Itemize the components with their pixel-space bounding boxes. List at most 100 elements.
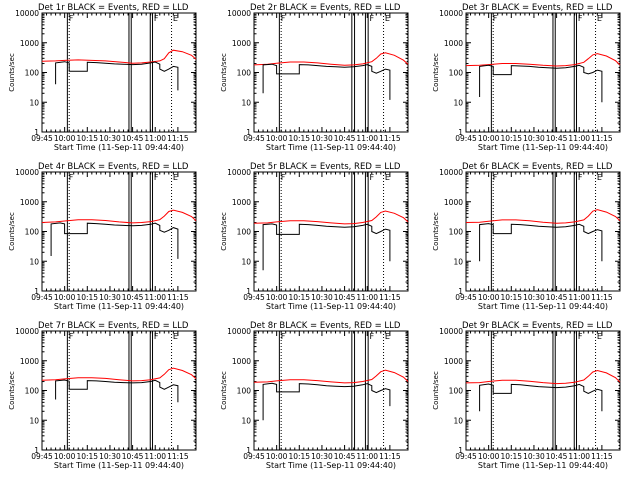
x-tick-label: 09:45 (243, 452, 265, 461)
event-marker-label: E (597, 14, 602, 23)
lld-series-line (41, 367, 197, 382)
plot-frame (41, 330, 197, 451)
x-tick-label: 09:45 (243, 134, 265, 143)
y-tick-label: 10000 (439, 327, 463, 336)
detector-panel-6: Det 6r BLACK = Events, RED = LLD 1 10 100 10… (432, 162, 621, 311)
y-tick-label: 100 (449, 228, 464, 237)
panel-title: Det 2r BLACK = Events, RED = LLD (250, 3, 401, 13)
y-tick-label: 10 (453, 257, 463, 266)
event-marker-label: E (597, 332, 602, 341)
events-series-line (479, 64, 603, 103)
x-tick-label: 11:00 (356, 452, 378, 461)
x-tick-label: 09:45 (243, 293, 265, 302)
y-tick-label: 100 (449, 387, 464, 396)
x-axis-label: Start Time (11-Sep-11 09:44:40) (478, 302, 608, 311)
x-tick-label: 10:30 (99, 134, 121, 143)
y-tick-label: 10000 (15, 327, 39, 336)
detector-panel-9: Det 9r BLACK = Events, RED = LLD 1 10 100 10… (432, 321, 621, 470)
y-axis-label: Counts/sec (432, 371, 440, 410)
y-tick-label: 10 (29, 416, 39, 425)
panel-title: Det 1r BLACK = Events, RED = LLD (38, 3, 189, 13)
x-tick-label: 10:00 (478, 452, 500, 461)
detector-panel-3: Det 3r BLACK = Events, RED = LLD 1 10 100 10… (432, 3, 621, 152)
y-tick-label: 1 (34, 287, 39, 296)
x-tick-label: 10:15 (288, 452, 310, 461)
panel-title: Det 7r BLACK = Events, RED = LLD (38, 321, 189, 331)
events-series-line (262, 63, 391, 100)
event-marker-label: F (154, 173, 159, 182)
x-tick-label: 10:15 (500, 452, 522, 461)
x-tick-label: 10:30 (311, 293, 333, 302)
x-tick-label: 10:00 (266, 134, 288, 143)
event-marker-label: F (281, 14, 286, 23)
x-tick-label: 11:00 (356, 293, 378, 302)
x-tick-label: 11:00 (356, 134, 378, 143)
y-tick-label: 1 (34, 128, 39, 137)
y-axis-label: Counts/sec (8, 53, 16, 92)
events-series-line (479, 223, 603, 262)
y-tick-label: 10 (241, 416, 251, 425)
x-tick-label: 10:45 (122, 293, 144, 302)
y-tick-label: 1000 (444, 357, 463, 366)
x-tick-label: 10:15 (500, 293, 522, 302)
event-marker-label: F (493, 173, 498, 182)
detector-panel-1: Det 1r BLACK = Events, RED = LLD 1 10 100 10… (8, 3, 197, 152)
x-tick-label: 11:00 (568, 293, 590, 302)
panel-title: Det 9r BLACK = Events, RED = LLD (462, 321, 613, 331)
panel-title: Det 3r BLACK = Events, RED = LLD (462, 3, 613, 13)
events-series-line (479, 383, 603, 412)
x-tick-label: 10:00 (478, 134, 500, 143)
x-tick-label: 11:15 (167, 452, 189, 461)
plot-frame (41, 12, 197, 133)
y-tick-label: 1000 (232, 39, 251, 48)
y-tick-label: 1000 (20, 198, 39, 207)
y-tick-label: 10000 (227, 168, 251, 177)
x-tick-label: 09:45 (455, 452, 477, 461)
x-tick-label: 09:45 (455, 293, 477, 302)
y-tick-label: 1 (34, 446, 39, 455)
y-axis-label: Counts/sec (220, 53, 228, 92)
plot-frame (465, 330, 621, 451)
event-marker-label: F (370, 173, 375, 182)
event-marker-label: F (69, 14, 74, 23)
x-tick-label: 11:00 (568, 452, 590, 461)
y-tick-label: 100 (25, 69, 40, 78)
x-tick-label: 10:45 (122, 134, 144, 143)
event-marker-label: E (597, 173, 602, 182)
x-axis-label: Start Time (11-Sep-11 09:44:40) (266, 302, 396, 311)
event-marker-label: F (493, 332, 498, 341)
event-marker-label: F (578, 173, 583, 182)
event-marker-label: F (370, 14, 375, 23)
x-tick-label: 11:15 (379, 293, 401, 302)
x-tick-label: 10:30 (311, 452, 333, 461)
y-tick-label: 1000 (232, 357, 251, 366)
x-tick-label: 11:00 (144, 134, 166, 143)
x-tick-label: 10:15 (76, 293, 98, 302)
x-tick-label: 10:15 (76, 134, 98, 143)
detector-panel-5: Det 5r BLACK = Events, RED = LLD 1 10 100 10… (220, 162, 409, 311)
x-tick-label: 10:45 (122, 452, 144, 461)
x-axis-label: Start Time (11-Sep-11 09:44:40) (266, 143, 396, 152)
event-marker-label: F (578, 14, 583, 23)
panel-title: Det 5r BLACK = Events, RED = LLD (250, 162, 401, 172)
x-tick-label: 10:45 (546, 293, 568, 302)
x-axis-label: Start Time (11-Sep-11 09:44:40) (54, 143, 184, 152)
x-tick-label: 10:15 (288, 293, 310, 302)
event-marker-label: E (385, 14, 390, 23)
lld-series-line (253, 369, 409, 384)
x-tick-label: 10:00 (54, 134, 76, 143)
y-tick-label: 100 (449, 69, 464, 78)
plot-frame (465, 171, 621, 292)
y-tick-label: 1000 (20, 357, 39, 366)
x-axis-label: Start Time (11-Sep-11 09:44:40) (54, 302, 184, 311)
y-tick-label: 1000 (20, 39, 39, 48)
events-series-line (50, 222, 179, 259)
y-tick-label: 10 (453, 416, 463, 425)
x-tick-label: 11:15 (167, 134, 189, 143)
event-marker-label: F (281, 332, 286, 341)
detector-panel-4: Det 4r BLACK = Events, RED = LLD 1 10 100 10… (8, 162, 197, 311)
x-tick-label: 10:00 (266, 452, 288, 461)
x-axis-label: Start Time (11-Sep-11 09:44:40) (266, 461, 396, 470)
lld-series-line (465, 53, 621, 67)
y-tick-label: 10 (241, 98, 251, 107)
